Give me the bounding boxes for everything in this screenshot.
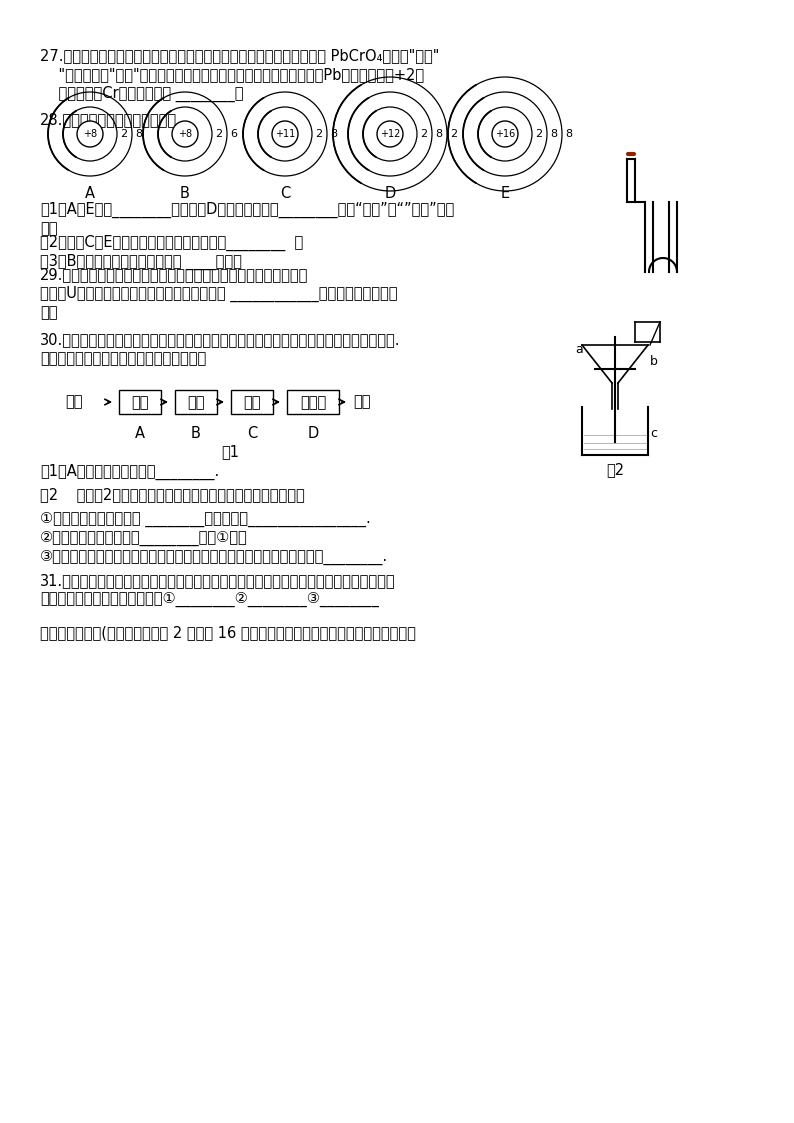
Text: 转化为饱和溶液，写出三种方法①________②________③________: 转化为饱和溶液，写出三种方法①________②________③_______… bbox=[40, 592, 379, 608]
Text: 2: 2 bbox=[535, 129, 542, 139]
Text: （2）写出C和E两种微粒组成化合物的化学式________  。: （2）写出C和E两种微粒组成化合物的化学式________ 。 bbox=[40, 235, 303, 252]
Text: 漂白粉: 漂白粉 bbox=[300, 395, 326, 411]
Circle shape bbox=[272, 121, 298, 147]
Circle shape bbox=[77, 121, 103, 147]
Text: A: A bbox=[85, 186, 95, 201]
Text: 2: 2 bbox=[420, 129, 427, 139]
Text: （1）A步中加明蕑的作用是________.: （1）A步中加明蕑的作用是________. bbox=[40, 464, 219, 481]
FancyBboxPatch shape bbox=[119, 390, 161, 414]
Text: B: B bbox=[191, 426, 201, 441]
Text: 则钓元素（Cr）的化合价为 ________。: 则钓元素（Cr）的化合价为 ________。 bbox=[40, 86, 244, 102]
Text: 8: 8 bbox=[550, 129, 557, 139]
Text: 29.如右图所示，将胶头滴管内的液体滴入试管中与固体充分接触。: 29.如右图所示，将胶头滴管内的液体滴入试管中与固体充分接触。 bbox=[40, 267, 308, 282]
Text: （2    ）如图2所示为过滤的操作实验，请按要求回答下列问题：: （2 ）如图2所示为过滤的操作实验，请按要求回答下列问题： bbox=[40, 487, 305, 502]
Text: 8: 8 bbox=[565, 129, 572, 139]
Text: 图1: 图1 bbox=[221, 444, 239, 459]
Text: 28.下面是几种粒子的结构示意图: 28.下面是几种粒子的结构示意图 bbox=[40, 112, 177, 127]
Text: 8: 8 bbox=[435, 129, 442, 139]
Text: "馒头。食用"染色"馒头会对人体造成危害。已知馓酸钓中钓元素（Pb）的化合价为+2，: "馒头。食用"染色"馒头会对人体造成危害。已知馓酸钓中钓元素（Pb）的化合价为+… bbox=[40, 67, 424, 82]
Text: +12: +12 bbox=[380, 129, 400, 139]
Text: A: A bbox=[135, 426, 145, 441]
Text: D: D bbox=[307, 426, 318, 441]
FancyBboxPatch shape bbox=[231, 390, 273, 414]
Text: （3）B元素排在元素周期表中的第 ____周期。: （3）B元素排在元素周期表中的第 ____周期。 bbox=[40, 254, 242, 271]
Circle shape bbox=[377, 121, 403, 147]
Text: ①该操作还缺少一种他器 ________，其作用是________________.: ①该操作还缺少一种他器 ________，其作用是_______________… bbox=[40, 512, 371, 527]
Text: 2: 2 bbox=[450, 129, 457, 139]
Circle shape bbox=[172, 121, 198, 147]
Text: 三、科学探究题(两个小题，每空 2 分，共 16 分，将答案填在答题卡对应题号后的横线上）: 三、科学探究题(两个小题，每空 2 分，共 16 分，将答案填在答题卡对应题号后… bbox=[40, 626, 416, 640]
Text: 图2: 图2 bbox=[606, 462, 624, 477]
Text: B: B bbox=[180, 186, 190, 201]
Text: 8: 8 bbox=[330, 129, 337, 139]
Text: 沉淠: 沉淠 bbox=[187, 395, 205, 411]
Text: 净水: 净水 bbox=[353, 394, 371, 409]
Text: 明蕑: 明蕑 bbox=[131, 395, 148, 411]
Text: C: C bbox=[247, 426, 257, 441]
Text: 27.上海盛禄等食品公司，向面粉中添加柠檬黄（混有馓酸钓，化学式为 PbCrO₄）制作"染色": 27.上海盛禄等食品公司，向面粉中添加柠檬黄（混有馓酸钓，化学式为 PbCrO₄… bbox=[40, 48, 439, 63]
FancyBboxPatch shape bbox=[175, 390, 217, 414]
Text: 可以使U型管内的水面右高左低的液、固组合是 ____________。（以上填写试剂名: 可以使U型管内的水面右高左低的液、固组合是 ____________。（以上填写… bbox=[40, 286, 398, 302]
FancyBboxPatch shape bbox=[287, 390, 339, 414]
Text: +8: +8 bbox=[83, 129, 97, 139]
Text: b: b bbox=[650, 355, 658, 368]
Text: +16: +16 bbox=[495, 129, 515, 139]
Text: 过滤: 过滤 bbox=[243, 395, 260, 411]
Text: 称）: 称） bbox=[40, 305, 57, 320]
Text: 河水: 河水 bbox=[65, 394, 83, 409]
Circle shape bbox=[492, 121, 518, 147]
Text: 8: 8 bbox=[135, 129, 142, 139]
Text: C: C bbox=[279, 186, 290, 201]
Text: +11: +11 bbox=[275, 129, 295, 139]
Text: ②指出图中的一处错误：________（除①外）: ②指出图中的一处错误：________（除①外） bbox=[40, 531, 248, 546]
Text: D: D bbox=[384, 186, 395, 201]
Text: a: a bbox=[575, 343, 583, 356]
Text: 30.在我国南方所饮用的水常是河水，由于河水中常含有大量的泥沙、悬浮物和细菌等杂质.: 30.在我国南方所饮用的水常是河水，由于河水中常含有大量的泥沙、悬浮物和细菌等杂… bbox=[40, 332, 400, 347]
Text: +8: +8 bbox=[178, 129, 192, 139]
Text: 某户居民在饮用水之前对河水的处理步骤：: 某户居民在饮用水之前对河水的处理步骤： bbox=[40, 351, 206, 366]
Text: 子。: 子。 bbox=[40, 221, 57, 236]
Text: （1）A与E共有________种元素，D元素的粒子容易________（填“得到”或“”失去”）电: （1）A与E共有________种元素，D元素的粒子容易________（填“得… bbox=[40, 202, 454, 218]
Text: 6: 6 bbox=[230, 129, 237, 139]
Text: 2: 2 bbox=[315, 129, 322, 139]
Text: 31.已知氢氧化馒的溶解性随温度升高而降低，现有常温下氢氧化馒不饱和溶液，如何将其: 31.已知氢氧化馒的溶解性随温度升高而降低，现有常温下氢氧化馒不饱和溶液，如何将… bbox=[40, 573, 395, 588]
Text: c: c bbox=[650, 427, 657, 440]
Text: 2: 2 bbox=[120, 129, 127, 139]
Text: E: E bbox=[500, 186, 510, 201]
Text: ③过滤后得到的净水是混合物，若要制取纯水，还需要采用的净化方法是________.: ③过滤后得到的净水是混合物，若要制取纯水，还需要采用的净化方法是________… bbox=[40, 550, 388, 565]
Text: 2: 2 bbox=[215, 129, 222, 139]
